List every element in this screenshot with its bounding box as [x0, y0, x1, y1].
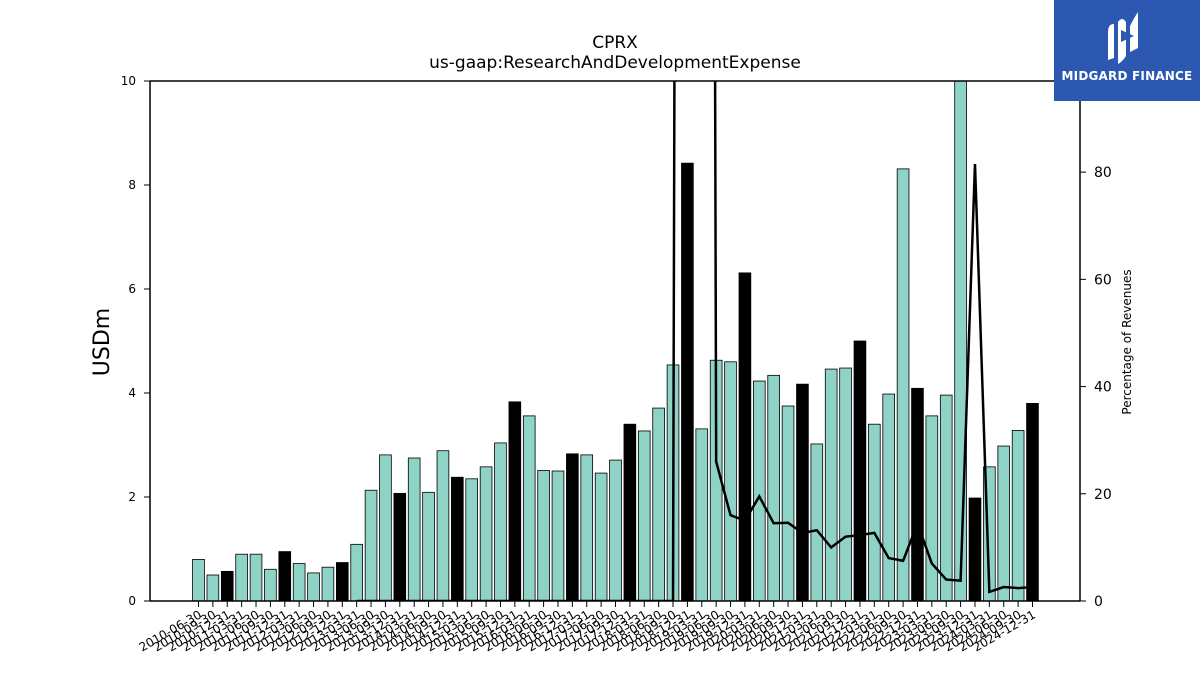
- bar: [264, 568, 277, 602]
- bar: [422, 491, 435, 602]
- midgard-finance-logo: MIDGARD FINANCE: [1054, 0, 1200, 101]
- bar: [537, 470, 550, 602]
- bar: [1011, 430, 1025, 602]
- bar: [379, 454, 392, 602]
- y2-tick-label: 60: [1094, 272, 1112, 288]
- chart-subtitle: us-gaap:ResearchAndDevelopmentExpense: [429, 53, 801, 73]
- bar: [781, 405, 795, 602]
- y-tick-label: 10: [121, 74, 136, 88]
- logo-text: MIDGARD FINANCE: [1061, 69, 1193, 83]
- bar: [911, 387, 924, 602]
- bar: [824, 368, 838, 602]
- bar: [479, 466, 493, 602]
- bar: [724, 361, 737, 602]
- bar: [753, 380, 766, 602]
- bar: [868, 423, 881, 602]
- bar: [494, 442, 507, 602]
- bar: [451, 476, 464, 602]
- chart-title: CPRX: [592, 33, 638, 53]
- bar: [896, 168, 910, 602]
- bar: [580, 454, 594, 602]
- bar: [623, 423, 637, 602]
- y-tick-label: 2: [128, 490, 136, 504]
- bar: [810, 443, 824, 602]
- bar: [407, 457, 421, 602]
- bar: [1026, 402, 1039, 602]
- bar: [465, 478, 478, 602]
- bar: [292, 563, 306, 602]
- bar: [522, 415, 536, 602]
- y-tick-label: 0: [128, 594, 136, 608]
- bar: [192, 559, 205, 602]
- y-axis-label: USDm: [90, 308, 115, 376]
- logo-mark-icon: [1108, 12, 1138, 64]
- y-tick-label: 6: [128, 282, 136, 296]
- bars-layer: [192, 80, 1039, 602]
- bar: [925, 415, 939, 602]
- bar: [249, 553, 263, 602]
- bar: [997, 445, 1011, 602]
- y2-axis-label: Percentage of Revenues: [1120, 269, 1134, 414]
- line-layer: [356, 81, 1033, 601]
- bar: [321, 566, 335, 602]
- bar: [954, 80, 967, 602]
- bar: [278, 551, 292, 602]
- bar: [738, 272, 752, 602]
- bar: [206, 574, 220, 602]
- y2-tick-label: 0: [1094, 594, 1103, 610]
- bar: [436, 450, 450, 602]
- bar: [508, 401, 522, 602]
- bar: [594, 472, 608, 602]
- y2-tick-label: 40: [1094, 380, 1112, 396]
- bar: [350, 543, 363, 602]
- bar: [681, 162, 694, 602]
- bar: [235, 553, 248, 602]
- bar: [968, 497, 982, 602]
- bar: [796, 383, 809, 602]
- y-tick-label: 8: [128, 178, 136, 192]
- bar: [335, 562, 349, 602]
- bar: [767, 374, 780, 602]
- y2-tick-label: 80: [1094, 165, 1112, 181]
- ratio-line: [356, 81, 1033, 601]
- bar: [695, 428, 709, 602]
- y-tick-label: 4: [128, 386, 136, 400]
- axes-layer: 02468100204060802010-06-302010-09-302010…: [121, 74, 1112, 654]
- bar: [652, 407, 665, 602]
- bar: [307, 572, 320, 602]
- bar: [566, 453, 579, 602]
- y2-tick-label: 20: [1094, 487, 1112, 503]
- bar: [637, 430, 651, 602]
- bar: [853, 340, 867, 602]
- bar: [609, 459, 622, 602]
- bar: [882, 393, 895, 602]
- bar: [364, 489, 378, 602]
- bar: [939, 394, 953, 602]
- bar: [839, 367, 852, 602]
- bar: [220, 570, 234, 602]
- bar: [393, 492, 407, 602]
- bar: [551, 470, 565, 602]
